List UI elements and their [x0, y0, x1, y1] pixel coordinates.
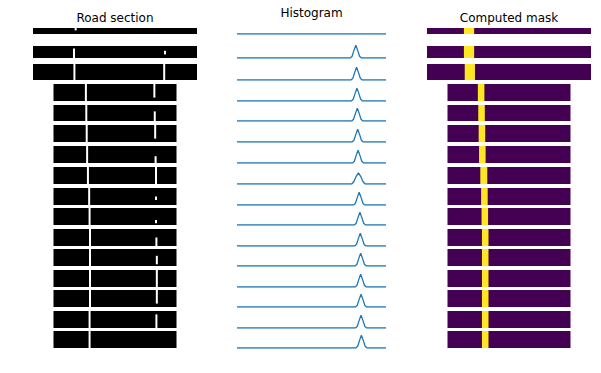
svg-text:Computed mask: Computed mask: [460, 11, 558, 25]
svg-text:Road section: Road section: [76, 11, 153, 25]
svg-text:Histogram: Histogram: [280, 6, 342, 20]
